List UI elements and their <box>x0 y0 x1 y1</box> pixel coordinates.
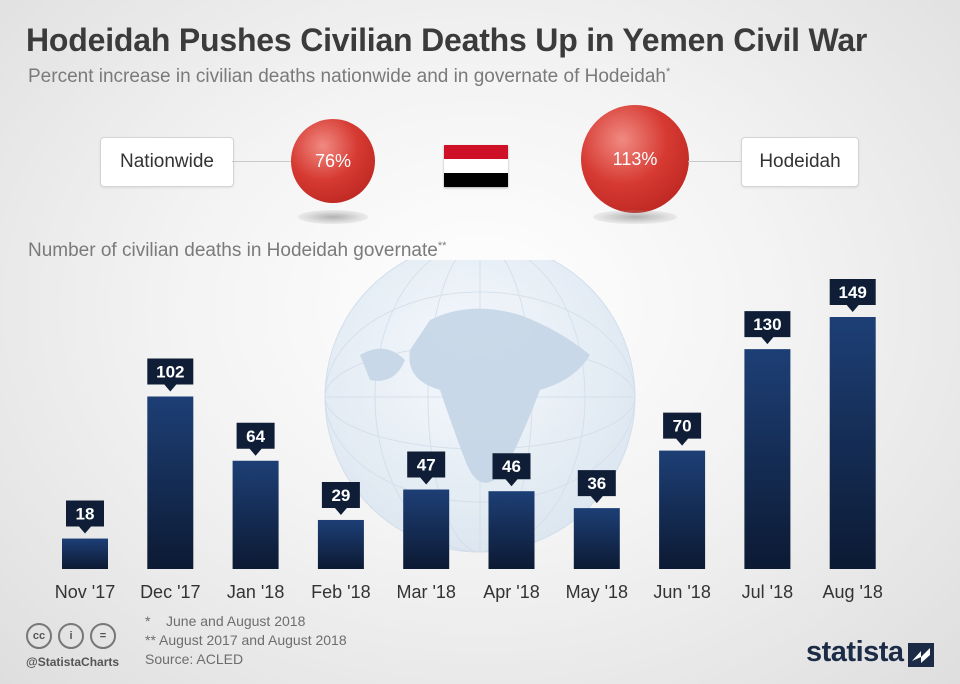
hodeidah-value: 113% <box>612 148 658 169</box>
data-label-1: 102 <box>156 362 184 381</box>
yemen-flag-icon <box>444 145 508 187</box>
chart-heading-footnote-marker: ** <box>437 240 447 252</box>
data-label-4: 47 <box>417 456 436 475</box>
subtitle-text: Percent increase in civilian deaths nati… <box>28 66 666 87</box>
hodeidah-bubble: 113% <box>581 105 689 213</box>
footnotes: * June and August 2018 ** August 2017 an… <box>145 612 347 669</box>
x-tick-label-8: Jul '18 <box>742 582 793 602</box>
hodeidah-label: Hodeidah <box>759 151 841 172</box>
x-axis-tick-labels: Nov '17 Dec '17 Jan '18 Feb '18 Mar '18 Apr '… <box>55 582 883 602</box>
bar-chart: 18 102 64 29 47 46 36 70 130 149 Nov '17 Dec '17 Ja… <box>55 260 883 602</box>
bar-0 <box>62 538 108 569</box>
statista-logo: statista <box>806 636 904 668</box>
x-tick-label-5: Apr '18 <box>483 582 539 602</box>
chart-heading-text: Number of civilian deaths in Hodeidah go… <box>28 240 438 261</box>
nationwide-bubble-shadow <box>298 210 368 224</box>
chart-title: Hodeidah Pushes Civilian Deaths Up in Ye… <box>26 22 868 58</box>
x-tick-label-0: Nov '17 <box>55 582 115 602</box>
data-label-box-8 <box>744 311 791 345</box>
bar-8 <box>744 349 791 569</box>
data-label-box-4 <box>407 451 446 485</box>
subtitle-footnote-marker: * <box>665 66 671 78</box>
x-tick-label-3: Feb '18 <box>311 582 370 602</box>
data-label-box-3 <box>321 481 360 515</box>
nationwide-bubble: 76% <box>291 119 375 203</box>
bar-4 <box>403 489 450 569</box>
data-label-7: 70 <box>673 417 692 436</box>
x-tick-label-1: Dec '17 <box>140 582 200 602</box>
data-label-6: 36 <box>587 474 606 493</box>
bar-6 <box>573 508 620 569</box>
attribution-icon: i <box>58 623 84 649</box>
x-tick-label-9: Aug '18 <box>822 582 883 602</box>
x-tick-label-2: Jan '18 <box>227 582 284 602</box>
chart-heading: Number of civilian deaths in Hodeidah go… <box>28 240 446 262</box>
statista-logo-icon <box>908 643 934 667</box>
nationwide-label: Nationwide <box>120 151 214 172</box>
chart-subtitle: Percent increase in civilian deaths nati… <box>28 66 670 88</box>
data-label-box-1 <box>147 358 194 392</box>
data-label-box-9 <box>829 279 876 312</box>
bar-3 <box>317 519 364 569</box>
no-derivatives-icon: = <box>90 623 116 649</box>
footnote-2: ** August 2017 and August 2018 <box>145 632 347 648</box>
x-tick-label-6: May '18 <box>566 582 628 602</box>
bars-group: 18 102 64 29 47 46 36 70 130 149 <box>62 279 876 569</box>
globe-icon <box>324 260 636 553</box>
data-label-3: 29 <box>331 486 350 505</box>
bar-9 <box>829 317 876 569</box>
bar-1 <box>147 396 194 569</box>
nationwide-label-box: Nationwide <box>100 137 234 187</box>
data-label-8: 130 <box>753 315 781 334</box>
twitter-handle: @StatistaCharts <box>26 655 120 669</box>
data-label-5: 46 <box>502 457 521 476</box>
bar-5 <box>488 491 535 569</box>
x-tick-label-4: Mar '18 <box>396 582 455 602</box>
hodeidah-label-box: Hodeidah <box>741 137 859 187</box>
data-label-0: 18 <box>76 505 95 524</box>
data-label-box-2 <box>236 422 275 456</box>
x-tick-label-7: Jun '18 <box>653 582 710 602</box>
data-label-box-7 <box>663 412 702 446</box>
source-note: Source: ACLED <box>145 651 244 667</box>
license-icons: cc i = <box>26 623 116 649</box>
creative-commons-icon: cc <box>26 623 52 649</box>
footnote-1: * June and August 2018 <box>145 613 306 629</box>
data-label-9: 149 <box>839 283 867 302</box>
nationwide-connector <box>232 161 294 162</box>
bar-7 <box>659 450 706 569</box>
bar-2 <box>232 460 279 569</box>
data-label-2: 64 <box>246 427 265 446</box>
hodeidah-bubble-shadow <box>593 210 677 224</box>
hodeidah-connector <box>688 161 742 162</box>
data-label-box-6 <box>577 470 616 504</box>
nationwide-value: 76% <box>314 150 352 171</box>
data-label-box-0 <box>66 500 104 534</box>
data-label-box-5 <box>492 453 531 487</box>
